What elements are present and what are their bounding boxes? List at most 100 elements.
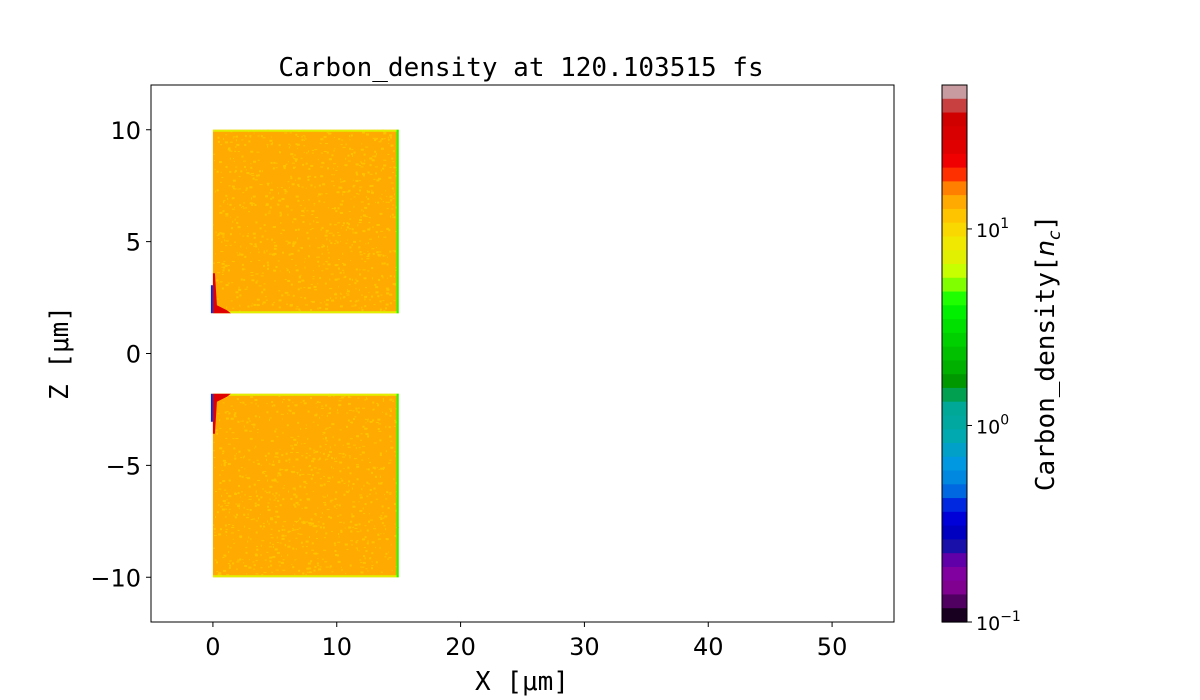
density-speckle: [316, 256, 320, 258]
density-speckle: [263, 250, 265, 253]
density-speckle: [292, 547, 295, 550]
density-speckle: [274, 521, 277, 524]
density-speckle: [264, 195, 268, 198]
density-speckle: [328, 207, 330, 209]
density-speckle: [301, 186, 304, 188]
density-speckle: [360, 148, 364, 151]
density-speckle: [229, 564, 232, 567]
density-speckle: [381, 262, 384, 265]
colorbar-band: [942, 277, 967, 293]
density-speckle: [286, 269, 289, 272]
density-speckle: [324, 428, 327, 430]
density-speckle: [292, 242, 296, 245]
density-speckle: [305, 521, 309, 523]
density-speckle: [298, 308, 301, 311]
density-speckle: [283, 485, 285, 487]
density-speckle: [344, 527, 346, 529]
density-speckle: [355, 410, 358, 412]
density-speckle: [269, 560, 272, 563]
density-speckle: [383, 309, 386, 311]
density-speckle: [221, 262, 225, 265]
density-speckle: [270, 439, 274, 442]
density-speckle: [325, 232, 328, 234]
density-speckle: [372, 155, 375, 157]
density-speckle: [372, 409, 375, 411]
density-speckle: [352, 231, 354, 234]
density-speckle: [297, 184, 300, 186]
density-speckle: [317, 565, 320, 567]
density-speckle: [249, 509, 252, 512]
density-speckle: [352, 418, 355, 421]
density-speckle: [307, 473, 309, 475]
density-speckle: [299, 517, 302, 520]
density-speckle: [243, 425, 245, 428]
density-speckle: [233, 409, 235, 411]
density-speckle: [298, 309, 301, 311]
density-speckle: [240, 491, 243, 493]
density-speckle: [231, 260, 235, 262]
density-speckle: [268, 210, 271, 212]
density-speckle: [234, 492, 236, 494]
density-speckle: [225, 215, 229, 217]
density-speckle: [389, 250, 392, 253]
density-speckle: [254, 504, 257, 507]
density-speckle: [219, 281, 223, 283]
density-speckle: [342, 222, 345, 225]
density-speckle: [267, 267, 270, 270]
density-speckle: [361, 131, 365, 134]
density-speckle: [255, 520, 258, 522]
density-speckle: [294, 179, 296, 181]
density-speckle: [351, 487, 353, 490]
density-speckle: [255, 546, 258, 548]
density-speckle: [356, 548, 358, 551]
density-speckle: [291, 471, 294, 474]
density-speckle: [248, 536, 250, 539]
density-speckle: [255, 560, 258, 562]
density-speckle: [332, 476, 334, 479]
density-speckle: [340, 227, 342, 229]
density-speckle: [268, 192, 271, 194]
density-speckle: [324, 282, 327, 285]
density-speckle: [364, 399, 367, 401]
density-speckle: [359, 254, 363, 256]
density-speckle: [313, 467, 317, 469]
colorbar-band: [942, 539, 967, 554]
density-speckle: [265, 299, 268, 301]
density-speckle: [339, 429, 342, 431]
density-speckle: [225, 284, 229, 287]
density-speckle: [213, 457, 216, 459]
density-speckle: [243, 562, 245, 564]
density-speckle: [294, 573, 296, 575]
density-speckle: [317, 557, 319, 559]
density-speckle: [358, 307, 360, 309]
density-speckle: [311, 542, 314, 545]
density-speckle: [295, 501, 299, 504]
density-speckle: [271, 404, 273, 407]
density-speckle: [384, 515, 388, 518]
density-speckle: [285, 459, 288, 462]
density-speckle: [304, 506, 308, 509]
density-speckle: [379, 439, 382, 442]
density-speckle: [274, 244, 278, 247]
density-speckle: [256, 304, 260, 307]
density-speckle: [266, 411, 269, 414]
density-speckle: [316, 256, 318, 258]
density-speckle: [346, 442, 350, 445]
density-speckle: [239, 304, 241, 307]
x-tick-label: 20: [445, 633, 476, 661]
density-speckle: [294, 489, 296, 491]
density-speckle: [253, 236, 256, 239]
colorbar-band: [942, 443, 967, 458]
density-speckle: [275, 452, 279, 455]
density-speckle: [300, 427, 302, 430]
density-speckle: [279, 270, 281, 272]
density-speckle: [325, 404, 328, 407]
density-speckle: [326, 132, 330, 134]
density-speckle: [315, 402, 317, 404]
density-speckle: [383, 131, 387, 134]
density-speckle: [381, 522, 384, 525]
density-speckle: [234, 169, 237, 172]
density-speckle: [222, 459, 226, 462]
density-speckle: [318, 265, 320, 268]
density-speckle: [288, 409, 290, 412]
